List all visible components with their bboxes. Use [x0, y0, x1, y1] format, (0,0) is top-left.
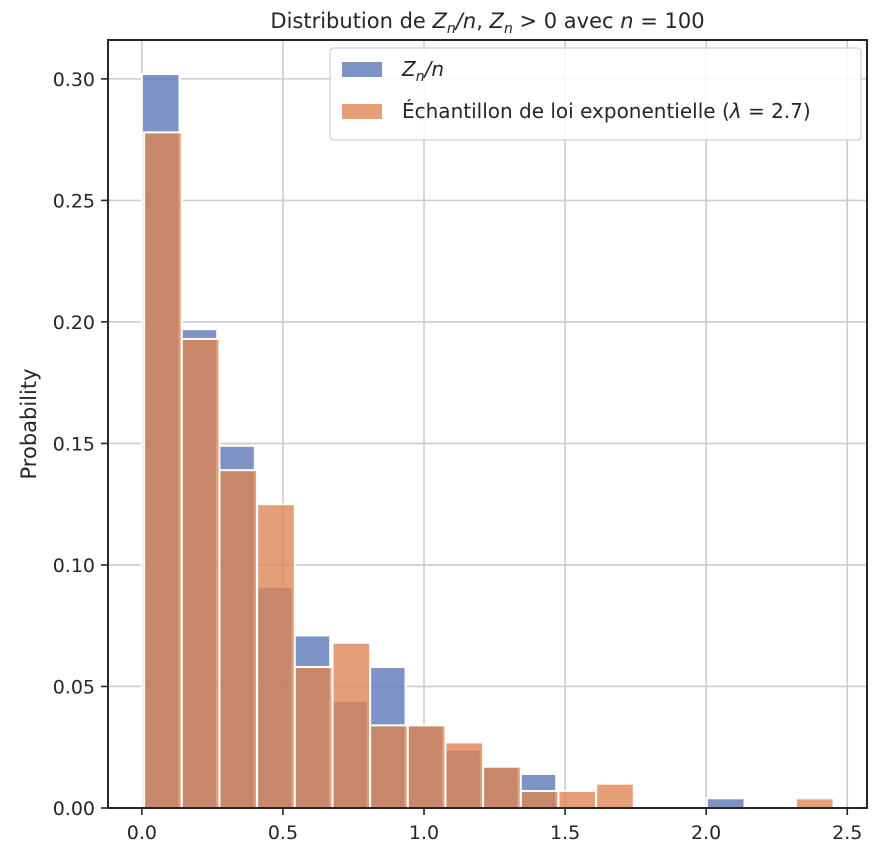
bar-zn-over-n: [705, 797, 746, 810]
y-tick-label: 0.10: [53, 555, 95, 577]
y-tick-label: 0.25: [53, 190, 95, 212]
bar-exponential-sample: [557, 789, 598, 810]
y-tick-label: 0.15: [53, 433, 95, 455]
y-axis-label: Probability: [17, 368, 41, 479]
x-tick-label: 2.0: [691, 822, 721, 844]
legend-label: Échantillon de loi exponentielle (λ = 2.…: [402, 99, 811, 123]
bar-exponential-sample: [256, 503, 296, 809]
bar-exponential-sample: [444, 741, 485, 810]
bar-exponential-sample: [406, 724, 447, 809]
y-tick-label: 0.00: [53, 798, 95, 820]
bar-exponential-sample: [595, 782, 635, 810]
bar-exponential-sample: [794, 797, 835, 810]
x-tick-label: 2.5: [832, 822, 862, 844]
bars: [140, 73, 835, 810]
legend-box: [329, 47, 862, 141]
y-tick-label: 0.30: [53, 69, 95, 91]
bar-exponential-sample: [369, 724, 409, 809]
legend-swatch: [342, 62, 382, 77]
plot-frame: [107, 39, 868, 809]
x-tick-label: 0.5: [268, 822, 298, 844]
bar-exponential-sample: [143, 131, 183, 809]
x-tick-label: 1.5: [550, 822, 580, 844]
bar-exponential-sample: [293, 666, 334, 809]
bar-exponential-sample: [482, 765, 522, 809]
bar-exponential-sample: [331, 641, 372, 810]
legend-swatch: [342, 104, 382, 119]
x-tick-label: 0.0: [127, 822, 157, 844]
bar-exponential-sample: [519, 789, 560, 810]
x-tick-label: 1.0: [409, 822, 439, 844]
bar-exponential-sample: [218, 469, 259, 809]
legend-label: Zn/n: [401, 57, 444, 85]
bar-exponential-sample: [180, 337, 221, 809]
chart-title: Distribution de Zn/n, Zn > 0 avec n = 10…: [270, 9, 704, 37]
y-tick-label: 0.05: [53, 676, 95, 698]
y-tick-label: 0.20: [53, 312, 95, 334]
legend: Zn/n Échantillon de loi exponentielle (λ …: [329, 47, 862, 141]
axis-ticks: 0.0 0.5 1.0 1.5 2.0 2.5 0.00 0.05 0.10 0.15 0.20 0.…: [53, 69, 863, 844]
